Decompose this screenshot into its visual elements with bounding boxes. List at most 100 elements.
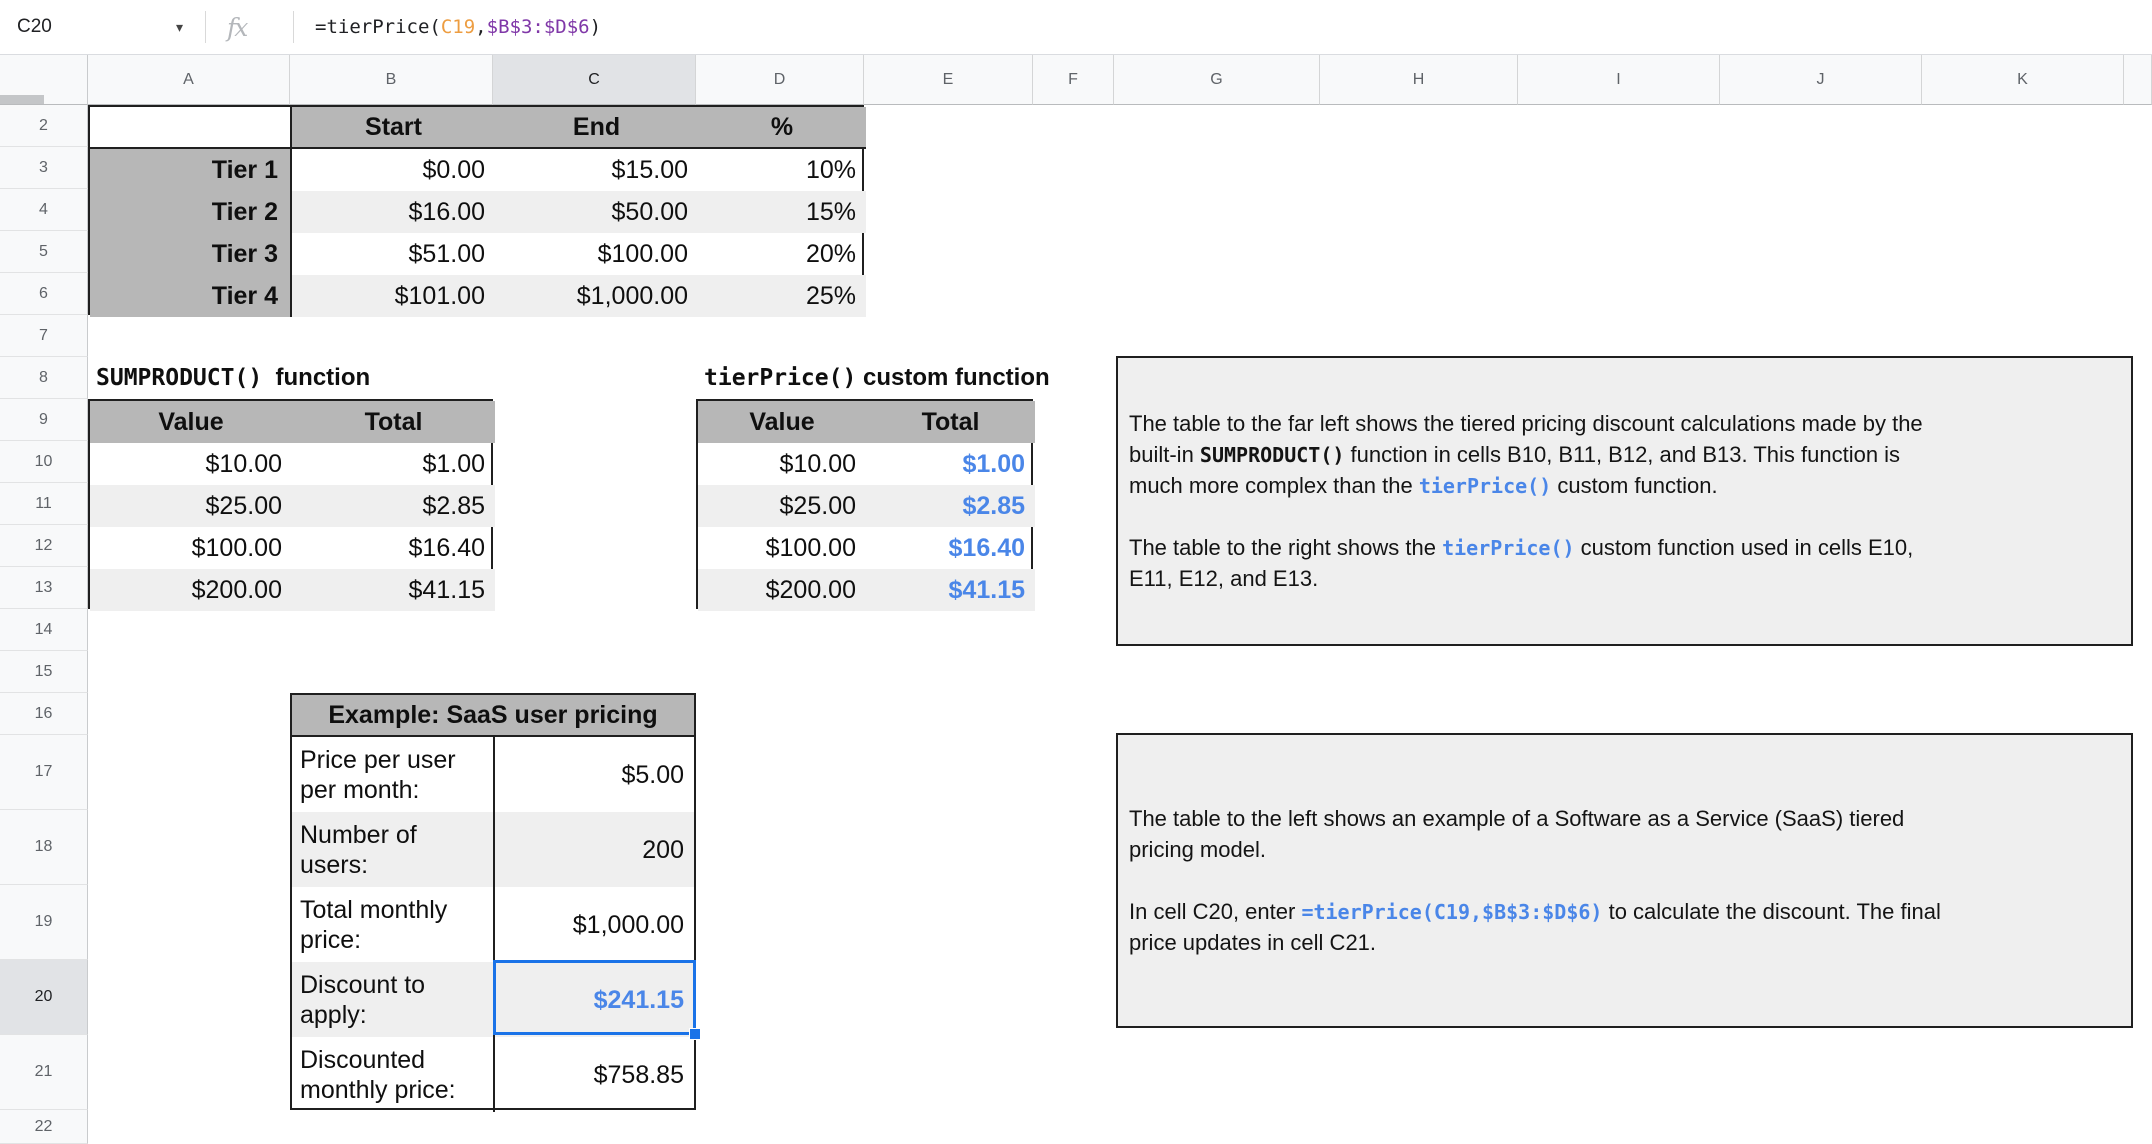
row-header-8[interactable]: 8	[0, 357, 88, 399]
cell-B11[interactable]: $2.85	[292, 485, 495, 527]
cell-E12[interactable]: $16.40	[948, 534, 1025, 562]
row-header-16[interactable]: 16	[0, 693, 88, 735]
formula-input[interactable]: =tierPrice(C19, $B$3:$D$6)	[315, 0, 601, 54]
row-header-3[interactable]: 3	[0, 147, 88, 189]
cell-B13[interactable]: $41.15	[292, 569, 495, 611]
row-header-12[interactable]: 12	[0, 525, 88, 567]
cell-A3[interactable]: Tier 1	[90, 149, 292, 191]
sumproduct-title[interactable]: SUMPRODUCT() function	[96, 357, 370, 399]
column-header-H[interactable]: H	[1320, 55, 1518, 105]
cell-A4[interactable]: Tier 2	[90, 191, 292, 233]
cell-A6[interactable]: Tier 4	[90, 275, 292, 317]
sumproduct-table-header-Value[interactable]: Value	[90, 401, 292, 443]
cell-D10[interactable]: $10.00	[779, 450, 856, 478]
tierprice-title[interactable]: tierPrice() custom function	[704, 357, 1050, 399]
row-header-10[interactable]: 10	[0, 441, 88, 483]
cell-B18[interactable]: Number of users:	[292, 812, 495, 887]
cell-D5[interactable]: 20%	[805, 240, 856, 268]
cell-B10[interactable]: $1.00	[422, 450, 485, 478]
row-header-11[interactable]: 11	[0, 483, 88, 525]
cell-C3[interactable]: $15.00	[611, 156, 688, 184]
text-line	[1129, 501, 2131, 532]
column-header-B[interactable]: B	[290, 55, 493, 105]
cell-B5[interactable]: $51.00	[408, 240, 485, 268]
cell-B19[interactable]: Total monthly price:	[292, 887, 495, 962]
cell-E13[interactable]: $41.15	[866, 569, 1035, 611]
cell-D13[interactable]: $200.00	[698, 569, 866, 611]
row-header-19[interactable]: 19	[0, 885, 88, 960]
cell-A5[interactable]: Tier 3	[90, 233, 292, 275]
cell-A10[interactable]: $10.00	[205, 450, 282, 478]
freeze-handle[interactable]	[0, 95, 44, 104]
cell-E10[interactable]: $1.00	[962, 450, 1025, 478]
name-box[interactable]: C20 ▾	[0, 0, 205, 54]
formula-bar: C20 ▾ fx =tierPrice(C19, $B$3:$D$6)	[0, 0, 2152, 55]
row-header-13[interactable]: 13	[0, 567, 88, 609]
row-header-14[interactable]: 14	[0, 609, 88, 651]
cell-B6[interactable]: $101.00	[292, 275, 495, 317]
column-header-A[interactable]: A	[88, 55, 290, 105]
row-header-15[interactable]: 15	[0, 651, 88, 693]
cell-D4[interactable]: 15%	[698, 191, 866, 233]
cell-D3[interactable]: 10%	[805, 156, 856, 184]
row-header-17[interactable]: 17	[0, 735, 88, 810]
row-header-4[interactable]: 4	[0, 189, 88, 231]
column-header-J[interactable]: J	[1720, 55, 1922, 105]
cell-C18[interactable]: 200	[495, 812, 694, 887]
cell-D6[interactable]: 25%	[698, 275, 866, 317]
tierprice-table-header-Total[interactable]: Total	[866, 401, 1035, 443]
cell-C17[interactable]: $5.00	[621, 760, 684, 789]
tierprice-table-header-Value[interactable]: Value	[698, 401, 866, 443]
sumproduct-table-header-Total[interactable]: Total	[292, 401, 495, 443]
cell-B20[interactable]: Discount to apply:	[292, 962, 495, 1037]
cell-A12[interactable]: $100.00	[191, 534, 282, 562]
column-header-D[interactable]: D	[696, 55, 864, 105]
cell-A13[interactable]: $200.00	[90, 569, 292, 611]
tier-header-End[interactable]: End	[495, 107, 698, 149]
fill-handle[interactable]	[689, 1028, 701, 1040]
name-box-dropdown-icon[interactable]: ▾	[176, 18, 184, 35]
row-header-6[interactable]: 6	[0, 273, 88, 315]
row-header-20[interactable]: 20	[0, 960, 88, 1035]
cell-C4[interactable]: $50.00	[495, 191, 698, 233]
row-header-7[interactable]: 7	[0, 315, 88, 357]
text-box-1-run: function in cells B10, B11, B12, and B13…	[1344, 442, 1901, 467]
cell-B4[interactable]: $16.00	[292, 191, 495, 233]
column-header-I[interactable]: I	[1518, 55, 1720, 105]
selection-box[interactable]	[493, 960, 696, 1035]
row-header-18[interactable]: 18	[0, 810, 88, 885]
select-all-corner[interactable]	[0, 55, 88, 105]
row-header-22[interactable]: 22	[0, 1110, 88, 1144]
cell-B21[interactable]: Discounted monthly price:	[292, 1037, 495, 1112]
text-box-2[interactable]: The table to the left shows an example o…	[1116, 733, 2133, 1028]
text-box-1[interactable]: The table to the far left shows the tier…	[1116, 356, 2133, 646]
cell-B12[interactable]: $16.40	[408, 534, 485, 562]
cell-E11[interactable]: $2.85	[866, 485, 1035, 527]
cell-D11[interactable]: $25.00	[698, 485, 866, 527]
row-header-5[interactable]: 5	[0, 231, 88, 273]
column-header-G[interactable]: G	[1114, 55, 1320, 105]
text-box-2-run: The table to the left shows an example o…	[1129, 806, 1905, 831]
column-header-E[interactable]: E	[864, 55, 1033, 105]
row-header-21[interactable]: 21	[0, 1035, 88, 1110]
column-header-partial[interactable]	[2124, 55, 2152, 105]
tier-header-%[interactable]: %	[698, 107, 866, 149]
row-header-9[interactable]: 9	[0, 399, 88, 441]
saas-table-title[interactable]: Example: SaaS user pricing	[292, 695, 694, 737]
cell-C21[interactable]: $758.85	[593, 1060, 684, 1089]
text-box-2-run: In cell C20, enter	[1129, 899, 1302, 924]
column-header-C[interactable]: C	[493, 55, 696, 105]
cell-C19[interactable]: $1,000.00	[572, 910, 684, 939]
cell-C6[interactable]: $1,000.00	[495, 275, 698, 317]
tier-header-Start[interactable]: Start	[292, 107, 495, 149]
cell-A2[interactable]	[90, 107, 292, 149]
cell-C5[interactable]: $100.00	[597, 240, 688, 268]
cell-B3[interactable]: $0.00	[422, 156, 485, 184]
row-header-2[interactable]: 2	[0, 105, 88, 147]
column-header-K[interactable]: K	[1922, 55, 2124, 105]
column-header-F[interactable]: F	[1033, 55, 1114, 105]
cell-A11[interactable]: $25.00	[90, 485, 292, 527]
cell-B17[interactable]: Price per user per month:	[292, 737, 495, 812]
cell-D12[interactable]: $100.00	[765, 534, 856, 562]
cell-C20[interactable]: $241.15	[495, 962, 694, 1037]
